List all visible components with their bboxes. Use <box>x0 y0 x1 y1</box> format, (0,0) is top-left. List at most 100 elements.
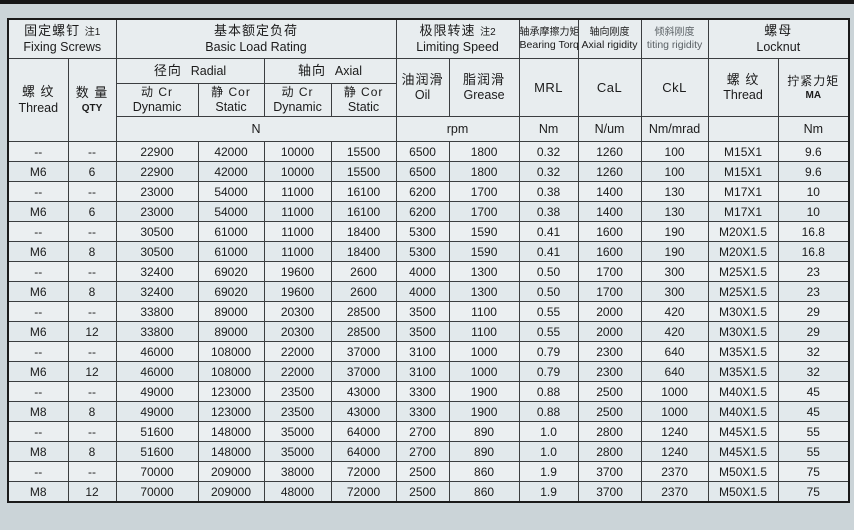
table-cell: 54000 <box>197 201 265 222</box>
locknut-thread-label-en: Thread <box>723 88 763 103</box>
table-cell: 3300 <box>395 381 450 402</box>
table-cell: 45 <box>777 401 850 422</box>
header-limiting-speed: 极限转速 注2 Limiting Speed <box>395 18 520 59</box>
table-cell: 51600 <box>115 421 199 442</box>
table-cell: 2370 <box>640 461 709 482</box>
table-cell: 1600 <box>577 241 642 262</box>
header-locknut: 螺母 Locknut <box>707 18 850 59</box>
table-cell: 15500 <box>330 141 397 162</box>
table-cell: 300 <box>640 261 709 282</box>
table-cell: M6 <box>7 161 69 182</box>
table-cell: 1900 <box>448 401 520 422</box>
table-cell: 28500 <box>330 301 397 322</box>
table-cell: 19600 <box>263 281 332 302</box>
column-header-radial-dynamic: 动 Cr Dynamic <box>115 83 199 117</box>
table-row: M8 8 51600 148000 35000 64000 2700 890 1.0 2800 12… <box>7 441 850 462</box>
table-cell: M40X1.5 <box>707 381 779 402</box>
table-cell: 640 <box>640 361 709 382</box>
table-row: -- -- 46000 108000 22000 37000 3100 1000 0.79 230… <box>7 341 850 362</box>
table-cell: 1600 <box>577 221 642 242</box>
table-cell: 22900 <box>115 141 199 162</box>
table-cell: 9.6 <box>777 141 850 162</box>
table-cell: 0.79 <box>518 361 579 382</box>
table-cell: 420 <box>640 321 709 342</box>
locknut-title-cn: 螺母 <box>764 23 793 39</box>
table-cell: 860 <box>448 481 520 503</box>
table-cell: 0.79 <box>518 341 579 362</box>
table-cell: 2500 <box>395 461 450 482</box>
table-cell: 2600 <box>330 281 397 302</box>
table-cell: 108000 <box>197 341 265 362</box>
table-cell: 23 <box>777 261 850 282</box>
table-cell: 11000 <box>263 181 332 202</box>
table-cell: 23000 <box>115 201 199 222</box>
table-cell: 16.8 <box>777 241 850 262</box>
table-cell: 1700 <box>577 281 642 302</box>
table-cell: 6200 <box>395 201 450 222</box>
table-cell: 28500 <box>330 321 397 342</box>
table-cell: 35000 <box>263 421 332 442</box>
column-header-grease: 脂润滑 Grease <box>448 58 520 117</box>
subgroup-header-row: 螺 纹 Thread 数 量 QTY 径向 Radial 轴向 Axial 油润… <box>7 58 850 142</box>
header-axial-rigidity: 轴向刚度 Axial rigidity <box>577 18 642 59</box>
table-cell: 2500 <box>395 481 450 503</box>
table-cell: 0.55 <box>518 301 579 322</box>
table-cell: 10 <box>777 201 850 222</box>
unit-ma: Nm <box>777 116 850 142</box>
table-cell: -- <box>67 341 117 362</box>
basic-load-rating-title-cn: 基本额定负荷 <box>214 23 299 39</box>
radial-label-cn: 径向 <box>153 63 182 78</box>
table-cell: 420 <box>640 301 709 322</box>
table-cell: 890 <box>448 441 520 462</box>
table-row: M6 6 23000 54000 11000 16100 6200 1700 0.38 1400 1… <box>7 201 850 222</box>
table-cell: M20X1.5 <box>707 221 779 242</box>
column-header-locknut-thread: 螺 纹 Thread <box>707 58 779 117</box>
table-cell: 51600 <box>115 441 199 462</box>
table-cell: 1300 <box>448 281 520 302</box>
table-cell: 1.0 <box>518 441 579 462</box>
bearing-torque-title-cn: 轴承摩擦力矩 <box>519 27 579 39</box>
table-cell: 32400 <box>115 261 199 282</box>
table-cell: 38000 <box>263 461 332 482</box>
table-cell: 75 <box>777 461 850 482</box>
table-cell: 55 <box>777 441 850 462</box>
table-cell: 0.38 <box>518 201 579 222</box>
table-cell: 89000 <box>197 321 265 342</box>
column-header-axial-dynamic: 动 Cr Dynamic <box>263 83 332 117</box>
table-cell: 0.32 <box>518 141 579 162</box>
column-header-thread: 螺 纹 Thread <box>7 58 69 142</box>
axial-rigidity-title-cn: 轴向刚度 <box>589 27 630 39</box>
table-cell: 11000 <box>263 221 332 242</box>
table-cell: 16100 <box>330 181 397 202</box>
table-cell: 5300 <box>395 241 450 262</box>
table-row: -- -- 51600 148000 35000 64000 2700 890 1.0 2800 1… <box>7 421 850 442</box>
table-cell: 0.41 <box>518 241 579 262</box>
table-cell: 1800 <box>448 161 520 182</box>
column-header-oil: 油润滑 Oil <box>395 58 450 117</box>
table-cell: 43000 <box>330 401 397 422</box>
table-cell: 190 <box>640 241 709 262</box>
table-cell: 35000 <box>263 441 332 462</box>
table-cell: 75 <box>777 481 850 503</box>
qty-label-en: QTY <box>81 102 103 114</box>
table-cell: 1900 <box>448 381 520 402</box>
table-cell: -- <box>67 181 117 202</box>
header-fixing-screws: 固定螺钉 注1 Fixing Screws <box>7 18 117 59</box>
table-cell: 2000 <box>577 321 642 342</box>
table-cell: 2700 <box>395 421 450 442</box>
table-cell: 72000 <box>330 461 397 482</box>
table-cell: M6 <box>7 241 69 262</box>
table-cell: -- <box>7 301 69 322</box>
table-cell: -- <box>7 141 69 162</box>
spec-table: 固定螺钉 注1 Fixing Screws 基本额定负荷 Basic Load … <box>7 18 851 503</box>
table-cell: -- <box>7 181 69 202</box>
table-cell: 3500 <box>395 301 450 322</box>
table-cell: 69020 <box>197 261 265 282</box>
column-header-axial-static: 静 Cor Static <box>330 83 397 117</box>
table-cell: 1300 <box>448 261 520 282</box>
subgroup-axial: 轴向 Axial <box>263 58 397 84</box>
table-cell: M30X1.5 <box>707 301 779 322</box>
table-cell: 1700 <box>577 261 642 282</box>
table-cell: 23 <box>777 281 850 302</box>
table-cell: 61000 <box>197 221 265 242</box>
